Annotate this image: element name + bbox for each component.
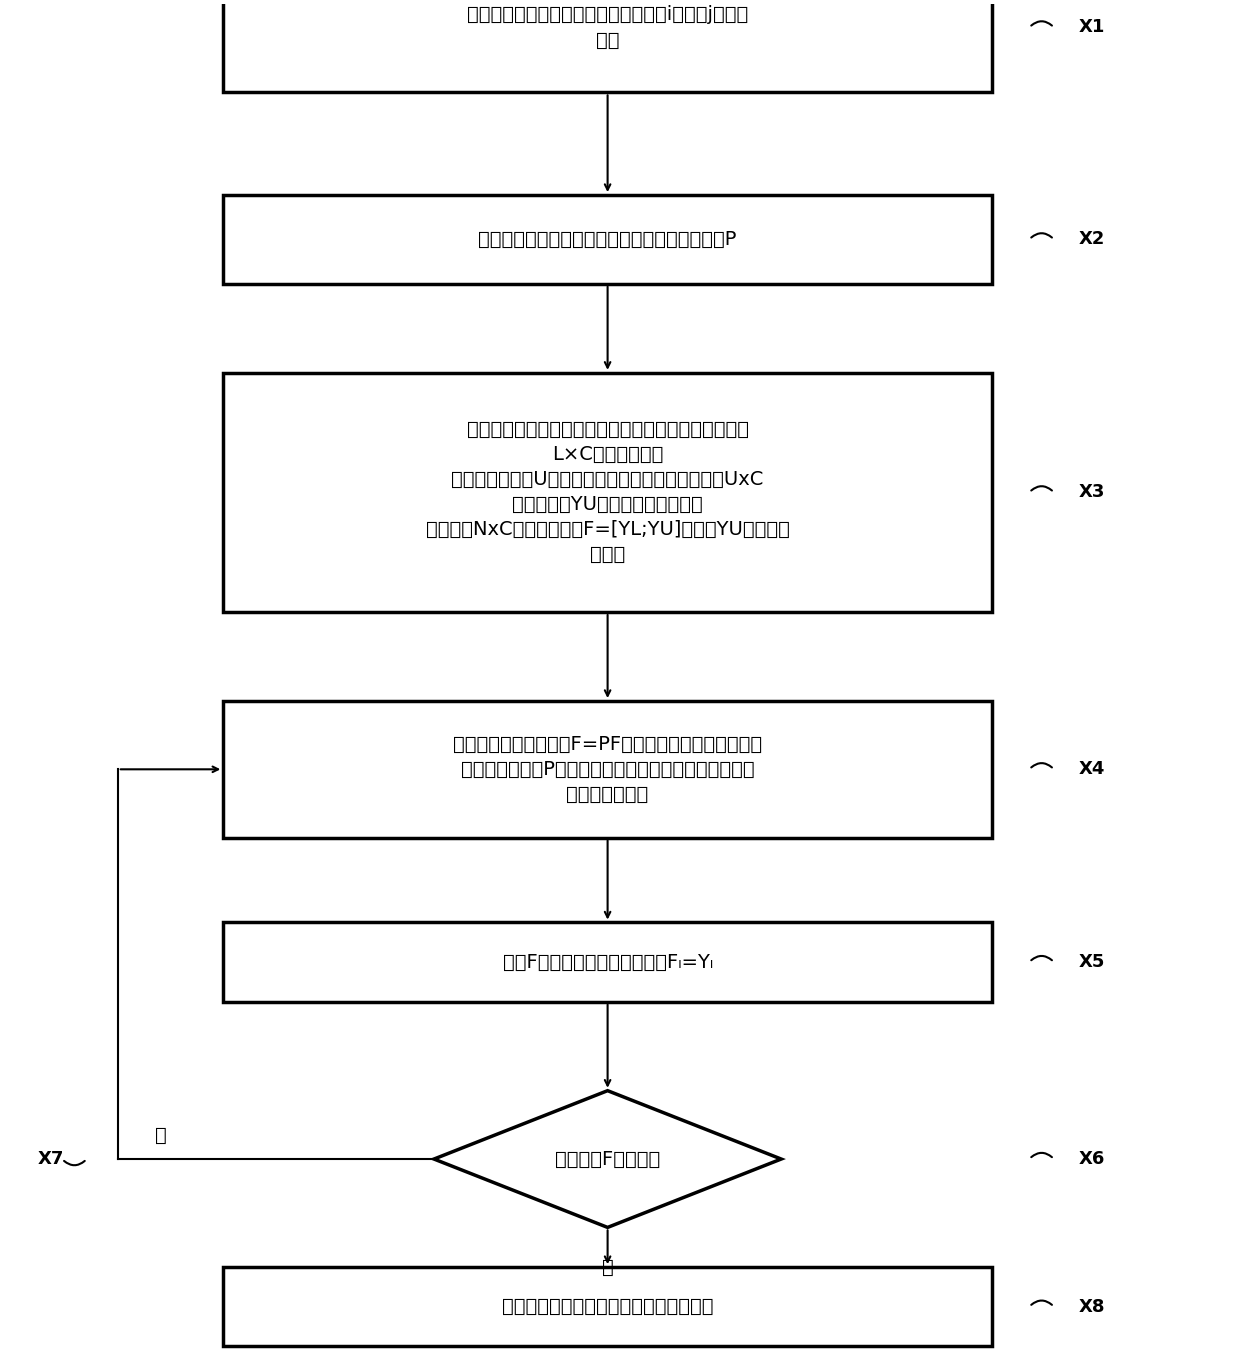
FancyBboxPatch shape	[223, 195, 992, 284]
Text: 否: 否	[155, 1127, 166, 1145]
FancyBboxPatch shape	[223, 701, 992, 838]
FancyBboxPatch shape	[223, 1267, 992, 1346]
Text: 根据计算所得权重定义指标数据的概率传播矩阵P: 根据计算所得权重定义指标数据的概率传播矩阵P	[479, 230, 737, 250]
Text: X8: X8	[1079, 1298, 1105, 1316]
Text: X6: X6	[1079, 1150, 1105, 1168]
Text: X3: X3	[1079, 484, 1105, 502]
Text: 正常指标完全被标记，可以得到异常指标: 正常指标完全被标记，可以得到异常指标	[502, 1297, 713, 1316]
Text: X4: X4	[1079, 761, 1105, 779]
Polygon shape	[434, 1091, 781, 1227]
Text: X2: X2	[1079, 230, 1105, 248]
Text: 判断矩阵F是否收敛: 判断矩阵F是否收敛	[556, 1149, 660, 1168]
Text: 根据生产指标的历史数据得到正常指标标记数据，定义
L×C的标记矩阵，
定义需要标记的U个待标记生产指标数据，形成一个UxC
的标记矩阵YU，将两个矩阵合并，
得: 根据生产指标的历史数据得到正常指标标记数据，定义 L×C的标记矩阵， 定义需要标…	[425, 421, 790, 565]
Text: X5: X5	[1079, 953, 1105, 971]
FancyBboxPatch shape	[223, 373, 992, 611]
FancyBboxPatch shape	[223, 0, 992, 92]
Text: X1: X1	[1079, 18, 1105, 37]
Text: X7: X7	[37, 1150, 63, 1168]
Text: 执行标签传播算法，使F=PF。每个节点的生产指标数据
将自己的标记以P确定的概率传播给其他节点，相似的正
常节点将被标记: 执行标签传播算法，使F=PF。每个节点的生产指标数据 将自己的标记以P确定的概率…	[453, 735, 763, 803]
FancyBboxPatch shape	[223, 923, 992, 1002]
Text: 重置F中的已标记样本的标签：Fₗ=Yₗ: 重置F中的已标记样本的标签：Fₗ=Yₗ	[502, 953, 713, 972]
Text: 是: 是	[601, 1257, 614, 1276]
Text: 构建待分析指标的雷达图，计算图节点i和节点j的边的
权重: 构建待分析指标的雷达图，计算图节点i和节点j的边的 权重	[467, 5, 748, 49]
